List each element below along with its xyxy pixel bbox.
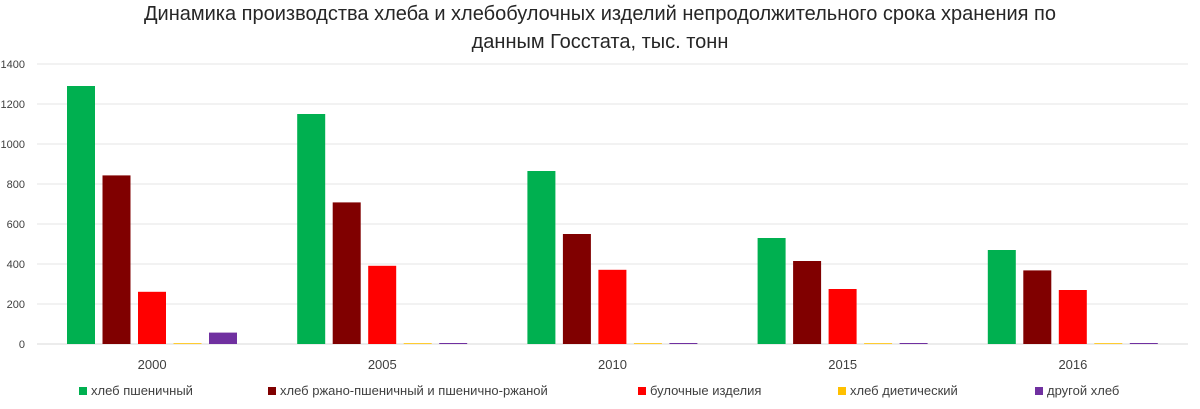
legend-swatch <box>1035 386 1043 395</box>
bar <box>138 291 166 344</box>
bar <box>209 332 237 344</box>
legend-label: хлеб диетический <box>850 383 958 398</box>
bar <box>1058 290 1087 344</box>
bar <box>669 343 698 344</box>
bar <box>102 175 131 344</box>
legend-swatch <box>838 386 846 395</box>
y-tick-label: 1200 <box>1 99 25 111</box>
x-tick-label: 2000 <box>138 357 167 372</box>
bar <box>633 343 662 344</box>
legend-item: хлеб диетический <box>838 383 958 398</box>
bar <box>864 343 893 344</box>
x-tick-label: 2016 <box>1058 357 1087 372</box>
x-tick-label: 2010 <box>598 357 627 372</box>
bar <box>793 261 822 344</box>
y-tick-label: 400 <box>7 259 25 271</box>
legend-swatch <box>268 386 276 395</box>
y-tick-label: 200 <box>7 299 25 311</box>
legend-label: хлеб пшеничный <box>91 383 193 398</box>
legend-label: булочные изделия <box>650 383 762 398</box>
bar <box>899 343 928 344</box>
bar <box>332 202 361 344</box>
y-tick-label: 1400 <box>1 59 25 71</box>
bar <box>1023 270 1052 344</box>
legend-swatch <box>79 386 87 395</box>
y-tick-label: 800 <box>7 179 25 191</box>
bar <box>987 250 1016 344</box>
bar <box>527 171 556 344</box>
bar <box>1094 343 1123 344</box>
legend-item: хлеб ржано-пшеничный и пшенично-ржаной <box>268 383 548 398</box>
bar <box>757 238 786 344</box>
bar <box>439 343 468 344</box>
legend-item: булочные изделия <box>638 383 761 398</box>
legend-label: другой хлеб <box>1047 383 1120 398</box>
x-tick-label: 2005 <box>368 357 397 372</box>
bar <box>173 343 202 344</box>
legend-label: хлеб ржано-пшеничный и пшенично-ржаной <box>280 383 548 398</box>
bar <box>67 86 95 344</box>
y-tick-label: 1000 <box>1 139 25 151</box>
bar <box>403 343 432 344</box>
bar <box>598 269 627 344</box>
plot-area: 0 200 400 600 800 1000 1200 1400 2000 2005 2010 201… <box>1 59 1188 372</box>
legend-item: хлеб пшеничный <box>79 383 193 398</box>
legend-swatch <box>638 386 646 395</box>
y-tick-label: 600 <box>7 219 25 231</box>
bar <box>368 265 397 344</box>
bar <box>1129 343 1158 344</box>
y-tick-label: 0 <box>19 339 25 351</box>
legend-item: другой хлеб <box>1035 383 1119 398</box>
bar <box>297 114 326 344</box>
legend: хлеб пшеничный хлеб ржано-пшеничный и пше… <box>0 383 1200 403</box>
x-tick-label: 2015 <box>828 357 857 372</box>
chart-title: Динамика производства хлеба и хлебобулоч… <box>143 3 1056 53</box>
bar <box>562 234 591 344</box>
bar <box>828 289 857 344</box>
